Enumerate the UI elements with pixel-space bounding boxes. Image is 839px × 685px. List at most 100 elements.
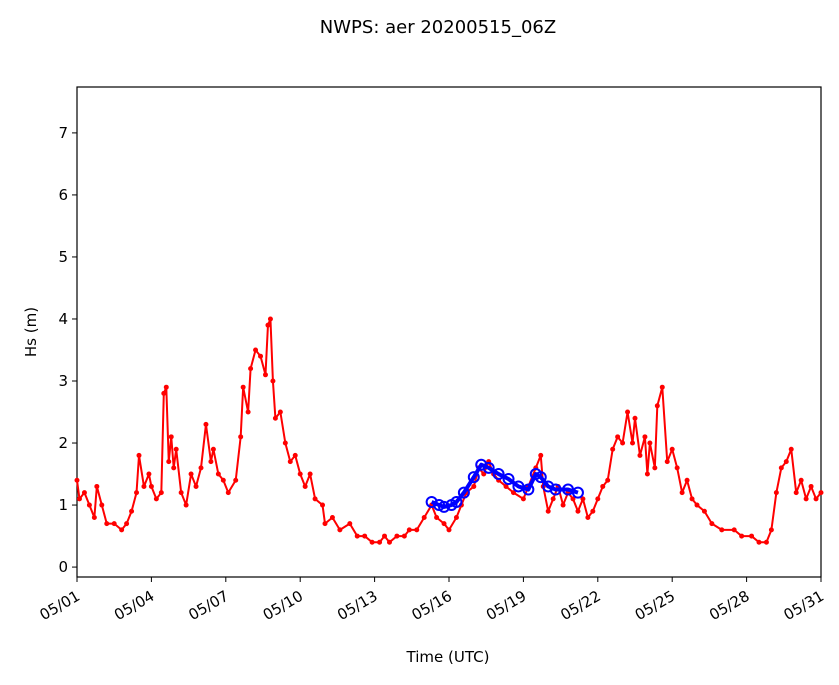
data-point (510, 490, 516, 496)
data-point (302, 483, 308, 489)
data-point (178, 490, 184, 496)
data-point (119, 527, 125, 533)
data-point (347, 521, 353, 527)
data-point (287, 459, 293, 465)
data-point (669, 446, 675, 452)
data-point (534, 471, 547, 484)
data-point (166, 459, 172, 465)
y-tick-label: 0 (58, 558, 68, 576)
y-tick-label: 5 (58, 248, 68, 266)
data-point (282, 440, 288, 446)
data-point (647, 440, 653, 446)
x-axis-label: Time (UTC) (406, 648, 490, 666)
data-point (414, 527, 420, 533)
data-point (793, 490, 799, 496)
data-point (768, 527, 774, 533)
data-point (225, 490, 231, 496)
data-point (492, 468, 505, 481)
data-point (253, 347, 259, 353)
x-tick-label: 05/19 (483, 587, 529, 624)
data-point (438, 500, 451, 513)
data-point (630, 440, 636, 446)
data-point (620, 440, 626, 446)
data-point (739, 533, 745, 539)
data-point (362, 533, 368, 539)
data-point (153, 496, 159, 502)
data-point (163, 384, 169, 390)
x-tick-label: 05/10 (260, 587, 306, 624)
data-point (642, 434, 648, 440)
data-point (434, 514, 440, 520)
data-point (709, 521, 715, 527)
data-point (262, 372, 268, 378)
data-point (382, 533, 388, 539)
data-point (600, 483, 606, 489)
data-point (161, 390, 167, 396)
data-point (377, 539, 383, 545)
data-point (719, 527, 725, 533)
x-tick-label: 05/22 (557, 587, 603, 624)
data-point (312, 496, 318, 502)
data-point (220, 477, 226, 483)
y-axis-label: Hs (m) (22, 307, 40, 357)
data-point (522, 483, 535, 496)
data-point (550, 496, 556, 502)
data-point (481, 471, 487, 477)
data-point (674, 465, 680, 471)
data-point (188, 471, 194, 477)
data-point (208, 459, 214, 465)
data-point (585, 514, 591, 520)
data-point (270, 378, 276, 384)
data-point (203, 421, 209, 427)
y-tick-label: 3 (58, 372, 68, 390)
data-point (542, 480, 555, 493)
data-point (664, 459, 670, 465)
data-point (475, 458, 488, 471)
chart-title: NWPS: aer 20200515_06Z (320, 17, 556, 38)
data-point (813, 496, 819, 502)
x-tick-label: 05/31 (781, 587, 827, 624)
data-point (158, 490, 164, 496)
data-point (571, 486, 584, 499)
x-tick-label: 05/04 (111, 587, 157, 624)
y-tick-label: 6 (58, 186, 68, 204)
data-point (590, 508, 596, 514)
data-point (248, 366, 254, 372)
data-point (369, 539, 375, 545)
data-point (193, 483, 199, 489)
data-point (457, 486, 470, 499)
data-point (425, 495, 438, 508)
data-point (320, 502, 326, 508)
data-point (240, 384, 246, 390)
data-point (773, 490, 779, 496)
data-point (749, 533, 755, 539)
data-point (183, 502, 189, 508)
data-point (99, 502, 105, 508)
data-point (272, 415, 278, 421)
y-tick-label: 7 (58, 124, 68, 142)
data-point (625, 409, 631, 415)
data-point (659, 384, 665, 390)
data-point (134, 490, 140, 496)
data-point (292, 452, 298, 458)
data-point (238, 434, 244, 440)
data-point (394, 533, 400, 539)
data-point (788, 446, 794, 452)
data-point (570, 496, 576, 502)
data-point (453, 514, 459, 520)
data-point (580, 496, 586, 502)
data-point (689, 496, 695, 502)
data-point (81, 490, 87, 496)
data-point (210, 446, 216, 452)
data-point (545, 508, 551, 514)
data-point (502, 473, 515, 485)
data-point (233, 477, 239, 483)
data-point (467, 471, 480, 484)
data-point (124, 521, 130, 527)
data-point (652, 465, 658, 471)
data-point (76, 496, 82, 502)
data-point (171, 465, 177, 471)
y-tick-label: 2 (58, 434, 68, 452)
data-point (605, 477, 611, 483)
